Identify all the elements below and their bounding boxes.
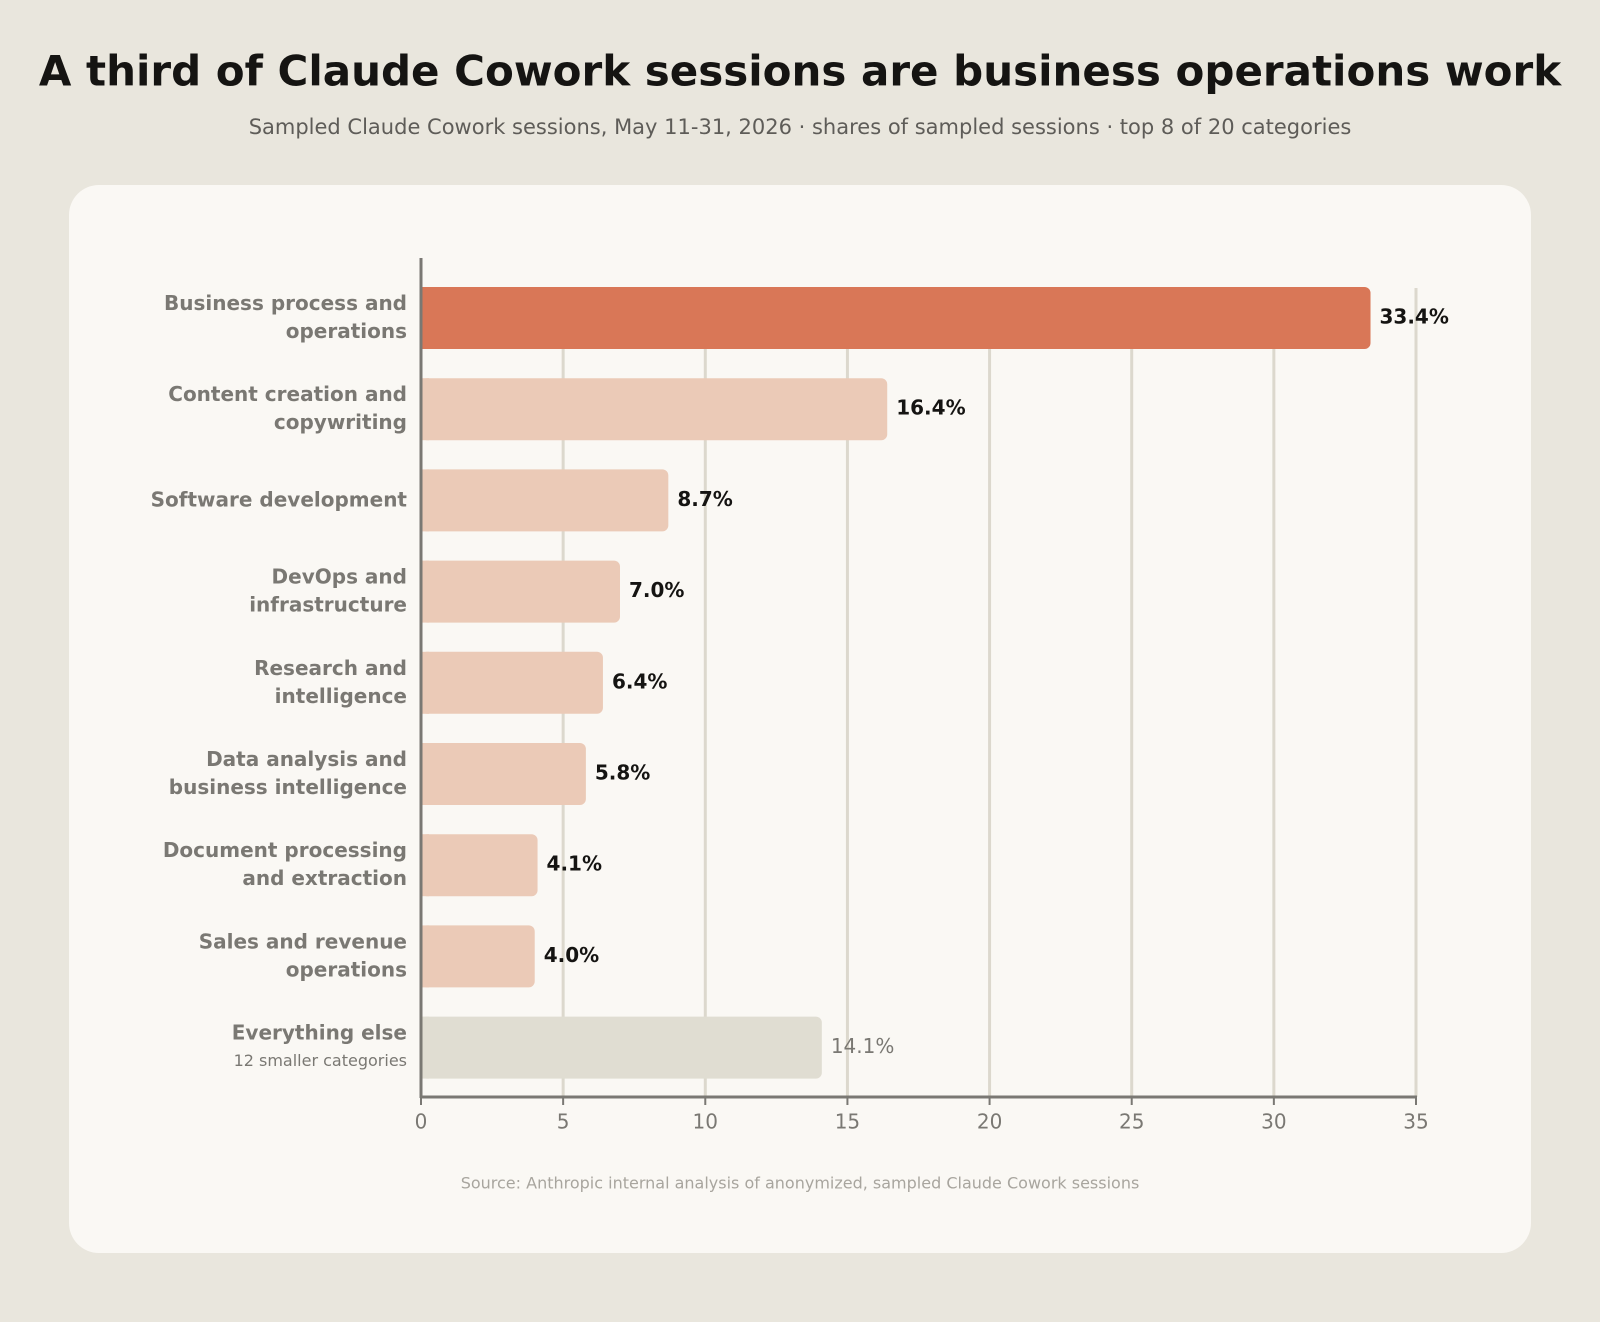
bar-base	[421, 834, 429, 897]
x-tick-label: 0	[415, 1110, 428, 1134]
value-label: 4.0%	[544, 943, 599, 967]
x-tick-label: 25	[1119, 1110, 1144, 1134]
y-tick-label: Software development	[151, 487, 408, 511]
bar-base	[421, 925, 429, 988]
bar	[421, 469, 669, 532]
value-label: 8.7%	[677, 487, 732, 511]
bar-base	[421, 1016, 429, 1079]
value-label: 16.4%	[896, 396, 965, 420]
x-tick-label: 20	[977, 1110, 1002, 1134]
chart-title: A third of Claude Cowork sessions are bu…	[39, 47, 1562, 96]
value-label: 5.8%	[595, 761, 650, 785]
bar-base	[421, 651, 429, 714]
x-tick-label: 35	[1403, 1110, 1428, 1134]
y-tick-label: DevOps and infrastructure	[249, 564, 407, 616]
x-tick-label: 30	[1261, 1110, 1286, 1134]
y-tick-label: Business process and operations	[164, 291, 407, 343]
bar-base	[421, 560, 429, 623]
bar	[421, 378, 888, 441]
value-label: 6.4%	[612, 669, 667, 693]
x-tick-label: 10	[693, 1110, 718, 1134]
bar-base	[421, 469, 429, 532]
y-tick-label: Content creation and copywriting	[168, 382, 407, 434]
y-tick-label: Everything else	[232, 1020, 407, 1044]
y-tick-label: Document processing and extraction	[163, 838, 407, 890]
bar	[421, 287, 1371, 349]
bar	[421, 560, 620, 623]
bar	[421, 925, 535, 988]
y-tick-label: Sales and revenue operations	[199, 929, 407, 981]
x-tick-label: 15	[835, 1110, 860, 1134]
value-label: 14.1%	[831, 1034, 895, 1058]
value-label: 33.4%	[1380, 305, 1449, 329]
value-label: 4.1%	[547, 852, 602, 876]
y-tick-label: Research and intelligence	[254, 655, 407, 707]
y-tick-label: Data analysis and business intelligence	[169, 747, 407, 799]
value-label: 7.0%	[629, 578, 684, 602]
bar	[421, 743, 586, 805]
bar	[421, 651, 603, 714]
bar	[421, 834, 538, 897]
category-note: 12 smaller categories	[234, 1051, 407, 1070]
plot: 0 5 10 15 20 25 30 35 Business process and operat…	[151, 258, 1449, 1134]
bar-base	[421, 743, 429, 805]
chart-subtitle: Sampled Claude Cowork sessions, May 11-3…	[249, 115, 1352, 139]
bar-base	[421, 287, 429, 349]
bar-base	[421, 378, 429, 441]
source: Source: Anthropic internal analysis of a…	[461, 1174, 1140, 1193]
x-tick-label: 5	[557, 1110, 570, 1134]
bar	[421, 1016, 822, 1079]
